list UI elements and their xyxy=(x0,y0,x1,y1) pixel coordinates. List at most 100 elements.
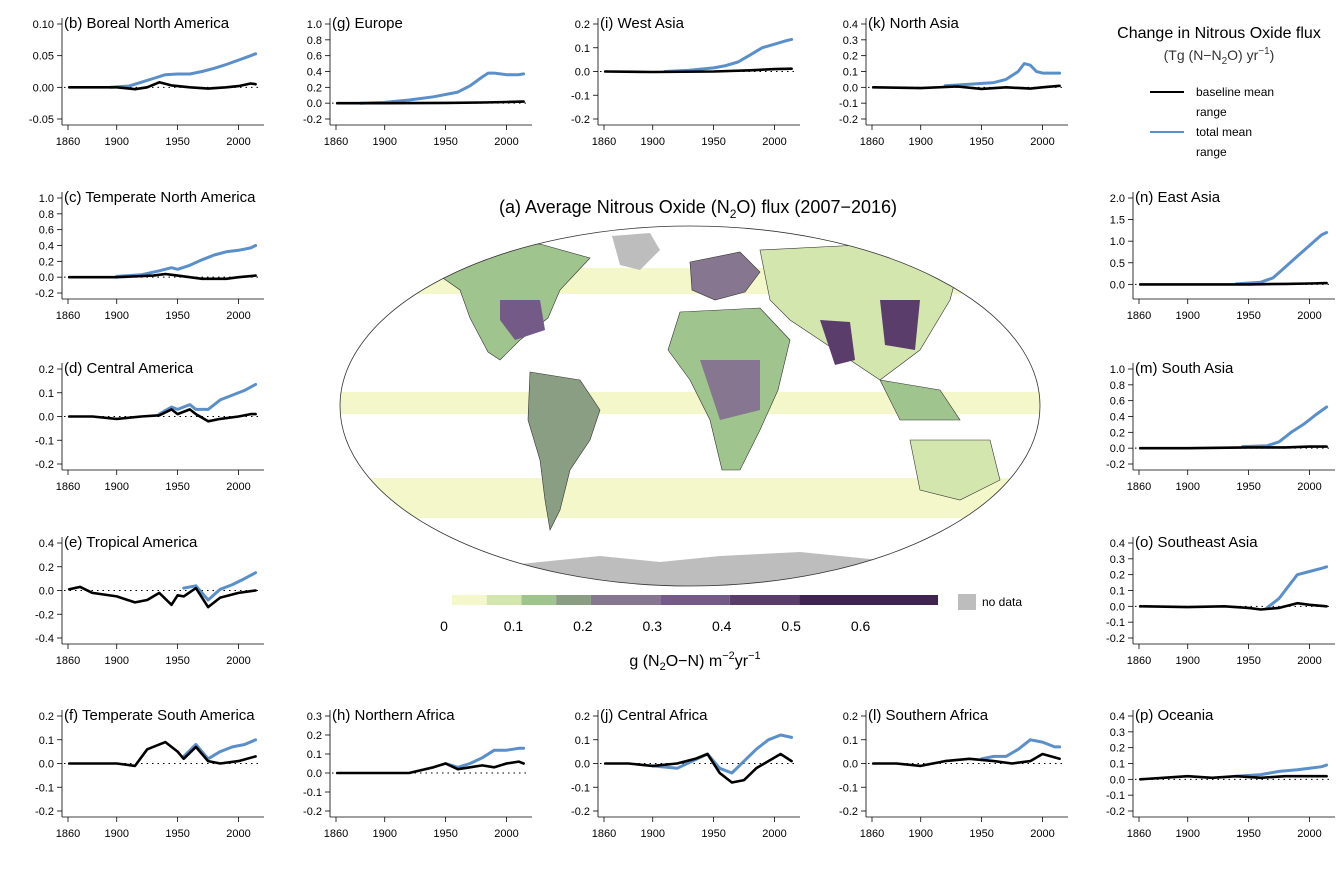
y-tick-label: 0.0 xyxy=(307,768,322,780)
baseline-mean-line xyxy=(1138,601,1328,611)
y-tick-label: 0.0 xyxy=(307,98,322,110)
x-tick-label: 1860 xyxy=(56,828,80,840)
colorbar-bin xyxy=(556,595,591,605)
legend-units: (Tg (N−N2O) yr−1) xyxy=(1164,46,1275,67)
y-tick-label: 0.2 xyxy=(843,711,858,723)
x-tick-label: 1860 xyxy=(56,481,80,493)
colorbar-tick-label: 0 xyxy=(440,618,448,634)
panel-g: -0.2 0.0 0.2 0.4 0.6 0.8 1.0 1860 1900 1950 2000 (g… xyxy=(303,15,532,148)
x-tick-label: 1950 xyxy=(165,828,189,840)
y-tick-label: -0.1 xyxy=(839,98,858,110)
y-tick-label: -0.2 xyxy=(1106,459,1125,471)
x-tick-label: 1900 xyxy=(1175,310,1199,322)
y-tick-label: 0.4 xyxy=(1110,538,1125,550)
legend-label: total mean xyxy=(1196,125,1252,139)
total-mean-line xyxy=(444,746,526,769)
total-mean-line xyxy=(1265,565,1329,610)
y-tick-label: 0.6 xyxy=(307,51,322,63)
x-tick-label: 1860 xyxy=(1127,310,1151,322)
x-tick-label: 1900 xyxy=(1175,655,1199,667)
x-tick-label: 1860 xyxy=(56,310,80,322)
x-tick-label: 1950 xyxy=(165,136,189,148)
x-tick-label: 1860 xyxy=(860,828,884,840)
y-tick-label: 0.2 xyxy=(1110,427,1125,439)
x-tick-label: 2000 xyxy=(1297,828,1321,840)
x-tick-label: 1950 xyxy=(165,481,189,493)
y-tick-label: 0.1 xyxy=(575,735,590,747)
y-tick-label: 0.3 xyxy=(843,35,858,47)
y-tick-label: 0.0 xyxy=(39,759,54,771)
y-tick-label: -0.1 xyxy=(571,90,590,102)
total-mean-line xyxy=(980,738,1062,761)
panel-j: -0.2 -0.1 0.0 0.1 0.2 1860 1900 1950 2000 (j) Cen… xyxy=(571,707,800,840)
total-mean-line xyxy=(358,71,526,105)
y-tick-label: 0.0 xyxy=(843,82,858,94)
colorbar-bin xyxy=(729,595,800,605)
panel-title: (i) West Asia xyxy=(600,15,685,32)
x-tick-label: 1860 xyxy=(592,828,616,840)
y-tick-label: -0.2 xyxy=(571,806,590,818)
total-mean-line xyxy=(1234,763,1329,778)
baseline-mean-line xyxy=(335,760,525,775)
panel-title: (f) Temperate South America xyxy=(64,707,255,724)
x-tick-label: 1860 xyxy=(592,136,616,148)
panel-title: (d) Central America xyxy=(64,360,194,377)
world-map xyxy=(340,226,1040,586)
baseline-mean-line xyxy=(67,585,257,609)
x-tick-label: 2000 xyxy=(226,136,250,148)
map-title: (a) Average Nitrous Oxide (N2O) flux (20… xyxy=(499,197,897,221)
y-tick-label: 0.2 xyxy=(575,19,590,31)
colorbar-bin xyxy=(486,595,522,605)
y-tick-label: 0.2 xyxy=(575,711,590,723)
y-tick-label: 0.0 xyxy=(843,759,858,771)
baseline-mean-line xyxy=(67,272,257,281)
y-tick-label: 0.2 xyxy=(1110,743,1125,755)
colorbar-tick-label: 0.5 xyxy=(781,618,801,634)
total-mean-line xyxy=(663,37,794,73)
x-tick-label: 1950 xyxy=(969,136,993,148)
y-tick-label: -0.2 xyxy=(1106,633,1125,645)
y-tick-label: 0.4 xyxy=(39,538,54,550)
baseline-mean-line xyxy=(67,81,257,91)
total-mean-line xyxy=(182,571,258,602)
southeast-asia xyxy=(879,379,961,421)
panel-m: -0.2 0.0 0.2 0.4 0.6 0.8 1.0 1860 1900 1950 2000 (m… xyxy=(1106,360,1335,493)
x-tick-label: 1900 xyxy=(908,136,932,148)
x-tick-label: 2000 xyxy=(226,655,250,667)
y-tick-label: 0.0 xyxy=(1110,279,1125,291)
colorbar-bin xyxy=(660,595,730,605)
x-tick-label: 1860 xyxy=(56,136,80,148)
panel-title: (p) Oceania xyxy=(1135,707,1214,724)
y-tick-label: -0.1 xyxy=(839,782,858,794)
colorbar-tick-label: 0.6 xyxy=(851,618,871,634)
nodata-label: no data xyxy=(982,595,1022,609)
panel-p: -0.2 -0.1 0.0 0.1 0.2 0.3 0.4 1860 1900 1950 2000 (… xyxy=(1106,707,1335,840)
baseline-mean-line xyxy=(871,84,1061,91)
x-tick-label: 1860 xyxy=(1127,481,1151,493)
nodata-swatch xyxy=(958,594,976,610)
x-tick-label: 2000 xyxy=(1030,136,1054,148)
map-panel: (a) Average Nitrous Oxide (N2O) flux (20… xyxy=(339,197,1041,673)
panel-l: -0.2 -0.1 0.0 0.1 0.2 1860 1900 1950 2000 (l) Sou… xyxy=(839,707,1068,840)
y-tick-label: 0.0 xyxy=(1110,443,1125,455)
x-tick-label: 2000 xyxy=(226,481,250,493)
colorbar-bin xyxy=(521,595,557,605)
x-tick-label: 2000 xyxy=(1030,828,1054,840)
greenland-nodata xyxy=(612,233,660,270)
y-tick-label: 0.8 xyxy=(307,35,322,47)
x-tick-label: 1860 xyxy=(860,136,884,148)
colorbar-tick-label: 0.1 xyxy=(504,618,524,634)
ocean-band-tropics xyxy=(340,392,1040,414)
x-tick-label: 1950 xyxy=(165,310,189,322)
y-tick-label: -0.2 xyxy=(303,806,322,818)
y-tick-label: -0.05 xyxy=(29,114,54,126)
total-mean-line xyxy=(157,382,258,416)
colorbar: 0 0.1 0.2 0.3 0.4 0.5 0.6 xyxy=(440,595,938,634)
y-tick-label: 1.0 xyxy=(1110,364,1125,376)
y-tick-label: 0.1 xyxy=(307,749,322,761)
oceania xyxy=(909,439,1001,501)
panel-title: (k) North Asia xyxy=(868,15,960,32)
y-tick-label: -0.2 xyxy=(35,459,54,471)
y-tick-label: 0.1 xyxy=(843,735,858,747)
